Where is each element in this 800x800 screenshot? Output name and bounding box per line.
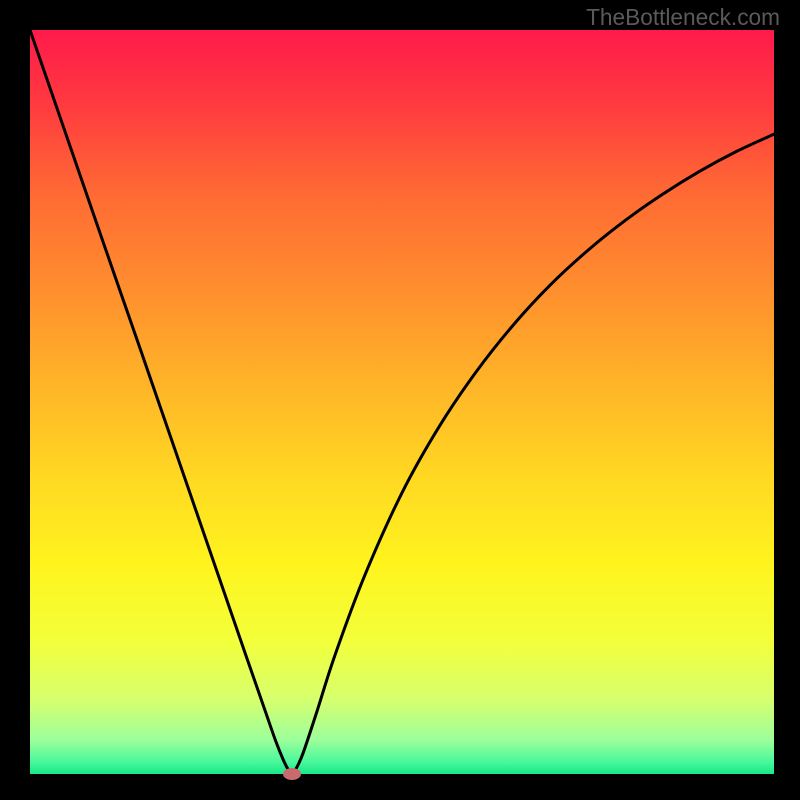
figure-container: { "canvas": { "width": 800, "height": 80… bbox=[0, 0, 800, 800]
minimum-marker bbox=[283, 768, 301, 780]
bottleneck-curve bbox=[30, 30, 774, 774]
plot-area bbox=[30, 30, 774, 774]
watermark-text: TheBottleneck.com bbox=[586, 4, 780, 31]
